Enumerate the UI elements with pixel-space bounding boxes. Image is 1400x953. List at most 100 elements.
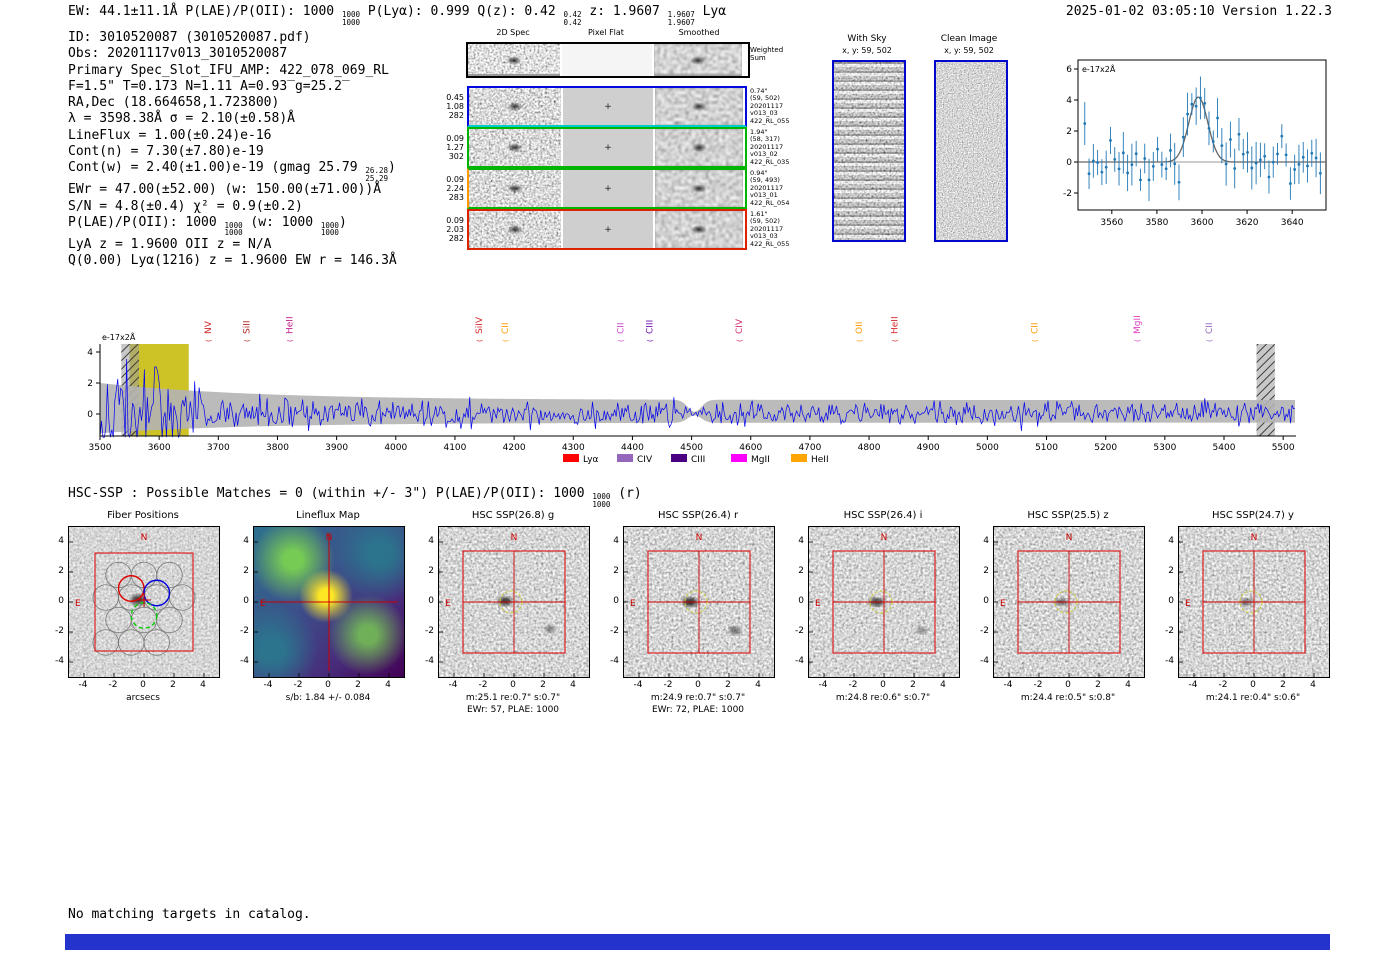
svg-text:(: ( [856,339,864,342]
svg-text:4300: 4300 [562,443,585,453]
svg-text:4700: 4700 [798,443,821,453]
svg-text:OII: OII [855,322,865,334]
svg-text:NV: NV [204,320,214,334]
cutout-caption-2: EWr: 57, PLAE: 1000 [466,705,560,715]
fiber-2dspec-image [469,211,561,248]
svg-text:4100: 4100 [443,443,466,453]
weighted-2dspec-image [468,44,560,76]
svg-text:4600: 4600 [739,443,762,453]
cutout-caption-2: EWr: 72, PLAE: 1000 [651,705,745,715]
fiber-smoothed-image [655,88,743,125]
weighted-sum-strip [466,42,750,78]
svg-text:CIII: CIII [646,320,656,334]
cutout-title: HSC SSP(26.4) i [843,510,923,521]
svg-text:N: N [141,533,148,543]
weighted-sum-label: Weighted Sum [750,46,784,62]
cutout-title: Lineflux Map [296,510,360,521]
svg-text:4: 4 [87,348,93,358]
svg-text:MgII: MgII [1133,315,1143,334]
col-title-pixelflat: Pixel Flat [588,28,624,37]
svg-text:HeII: HeII [890,316,900,334]
svg-text:(: ( [1134,339,1142,342]
with-sky-title: With Sky x, y: 59, 502 [842,34,892,55]
spec2d-row: 0.09 1.27 302 +1.94" (58, 317) 20201117 v013_0… [442,127,796,168]
svg-text:E: E [1185,599,1191,609]
svg-text:0: 0 [1066,158,1072,168]
info-line: RA,Dec (18.664658,1.723800) [68,95,280,111]
svg-text:2: 2 [87,379,93,389]
line-fit-plot: 3560 3580 3600 3620 3640 -2 0 2 4 6 e-17x2Å [1063,59,1327,228]
emission-blob [691,225,707,234]
cutout-title: HSC SSP(26.4) r [657,510,739,521]
fiber-strip-box: + [467,86,747,127]
fiber-meta-label: 0.94" (59, 493) 20201117 v013_01 422_RL_054 [750,168,790,207]
fiber-pixelflat-image: + [563,170,653,207]
svg-text:N: N [511,533,518,543]
svg-text:(: ( [476,339,484,342]
stacked-fraction: 0.42 0.42 [563,10,582,27]
svg-text:N: N [1066,533,1073,543]
svg-text:CII: CII [1031,322,1041,334]
cutout-caption: m:25.1 re:0.7" s:0.7" [465,693,561,703]
svg-text:6: 6 [1066,65,1072,75]
svg-text:3500: 3500 [89,443,112,453]
svg-text:CII: CII [1205,322,1215,334]
svg-text:(: ( [1206,339,1214,342]
svg-text:3900: 3900 [325,443,348,453]
spec2d-row: 0.09 2.24 283 +0.94" (59, 493) 20201117 v013_0… [442,168,796,209]
info-line: Obs: 20201117v013_3010520087 [68,46,288,62]
cutout-caption: arcsecs [126,693,160,703]
svg-text:(: ( [736,339,744,342]
svg-text:CIV: CIV [637,455,653,465]
cutout-panel-hsc-i: HSC SSP(26.4) i N E 4 2 0 -2 -4 -4 -2 0 2 4 m:24.8 re… [786,510,962,725]
info-line: LyA z = 1.9600 OII z = N/A [68,236,272,252]
info-line: λ = 3598.38Å σ = 2.10(±0.58)Å [68,111,295,127]
fiber-strip-box: + [467,168,747,209]
svg-text:4: 4 [1066,96,1072,106]
spec2d-row: 0.09 2.03 282 +1.61" (59, 502) 20201117 v013_0… [442,209,796,250]
svg-text:4200: 4200 [503,443,526,453]
info-line: Cont(w) = 2.40(±1.00)e-19 (gmag 25.79 26… [68,160,396,183]
summary-header: EW: 44.1±11.1Å P(LAE)/P(OII): 1000 1000 1… [68,4,727,27]
with-sky-image [832,60,906,242]
svg-text:e-17x2Å: e-17x2Å [102,331,136,342]
spec2d-fiber-rows: 0.45 1.08 282 +0.74" (59, 502) 20201117 v013_0… [442,86,796,250]
emission-blob [507,184,523,193]
timestamp-version: 2025-01-02 03:05:10 Version 1.22.3 [1065,4,1332,19]
svg-text:(: ( [286,339,294,342]
emission-blob [507,102,523,111]
fiber-smoothed-image [655,170,743,207]
footer-notes: No matching targets in catalog. Row inte… [68,876,311,953]
emission-blob [507,143,523,152]
info-line: F=1.5" T=0.173 N=1.11 A=0.93̅ g=25.2̅ [68,78,342,94]
svg-text:N: N [1251,533,1258,543]
svg-text:3800: 3800 [266,443,289,453]
svg-text:5300: 5300 [1153,443,1176,453]
svg-text:E: E [630,599,636,609]
svg-text:CIV: CIV [735,318,745,334]
svg-text:E: E [815,599,821,609]
svg-text:5100: 5100 [1035,443,1058,453]
fiber-smoothed-image [655,129,743,166]
fiber-pixelflat-image: + [563,88,653,125]
fiber-meta-label: 1.61" (59, 502) 20201117 v013_03 422_RL_055 [750,209,790,248]
info-line: EWr = 47.00(±52.00) (w: 150.00(±71.00))Å [68,182,382,198]
spec2d-column-titles: 2D Spec Pixel Flat Smoothed [466,28,746,37]
info-line: S/N = 4.8(±0.4) χ² = 0.9(±0.2) [68,198,303,214]
stacked-fraction: 1000 1000 [224,220,243,238]
svg-text:4800: 4800 [858,443,881,453]
bottom-classification-bar [65,934,1330,950]
fiber-meta-label: 1.94" (58, 317) 20201117 v013_02 422_RL_035 [750,127,790,166]
svg-text:MgII: MgII [751,455,770,465]
cutout-caption: m:24.1 re:0.4" s:0.6" [1205,693,1301,703]
svg-text:E: E [260,599,266,609]
svg-text:CII: CII [501,322,511,334]
cutout-title: Fiber Positions [107,510,179,521]
info-line: Primary Spec_Slot_IFU_AMP: 422_078_069_R… [68,62,389,78]
